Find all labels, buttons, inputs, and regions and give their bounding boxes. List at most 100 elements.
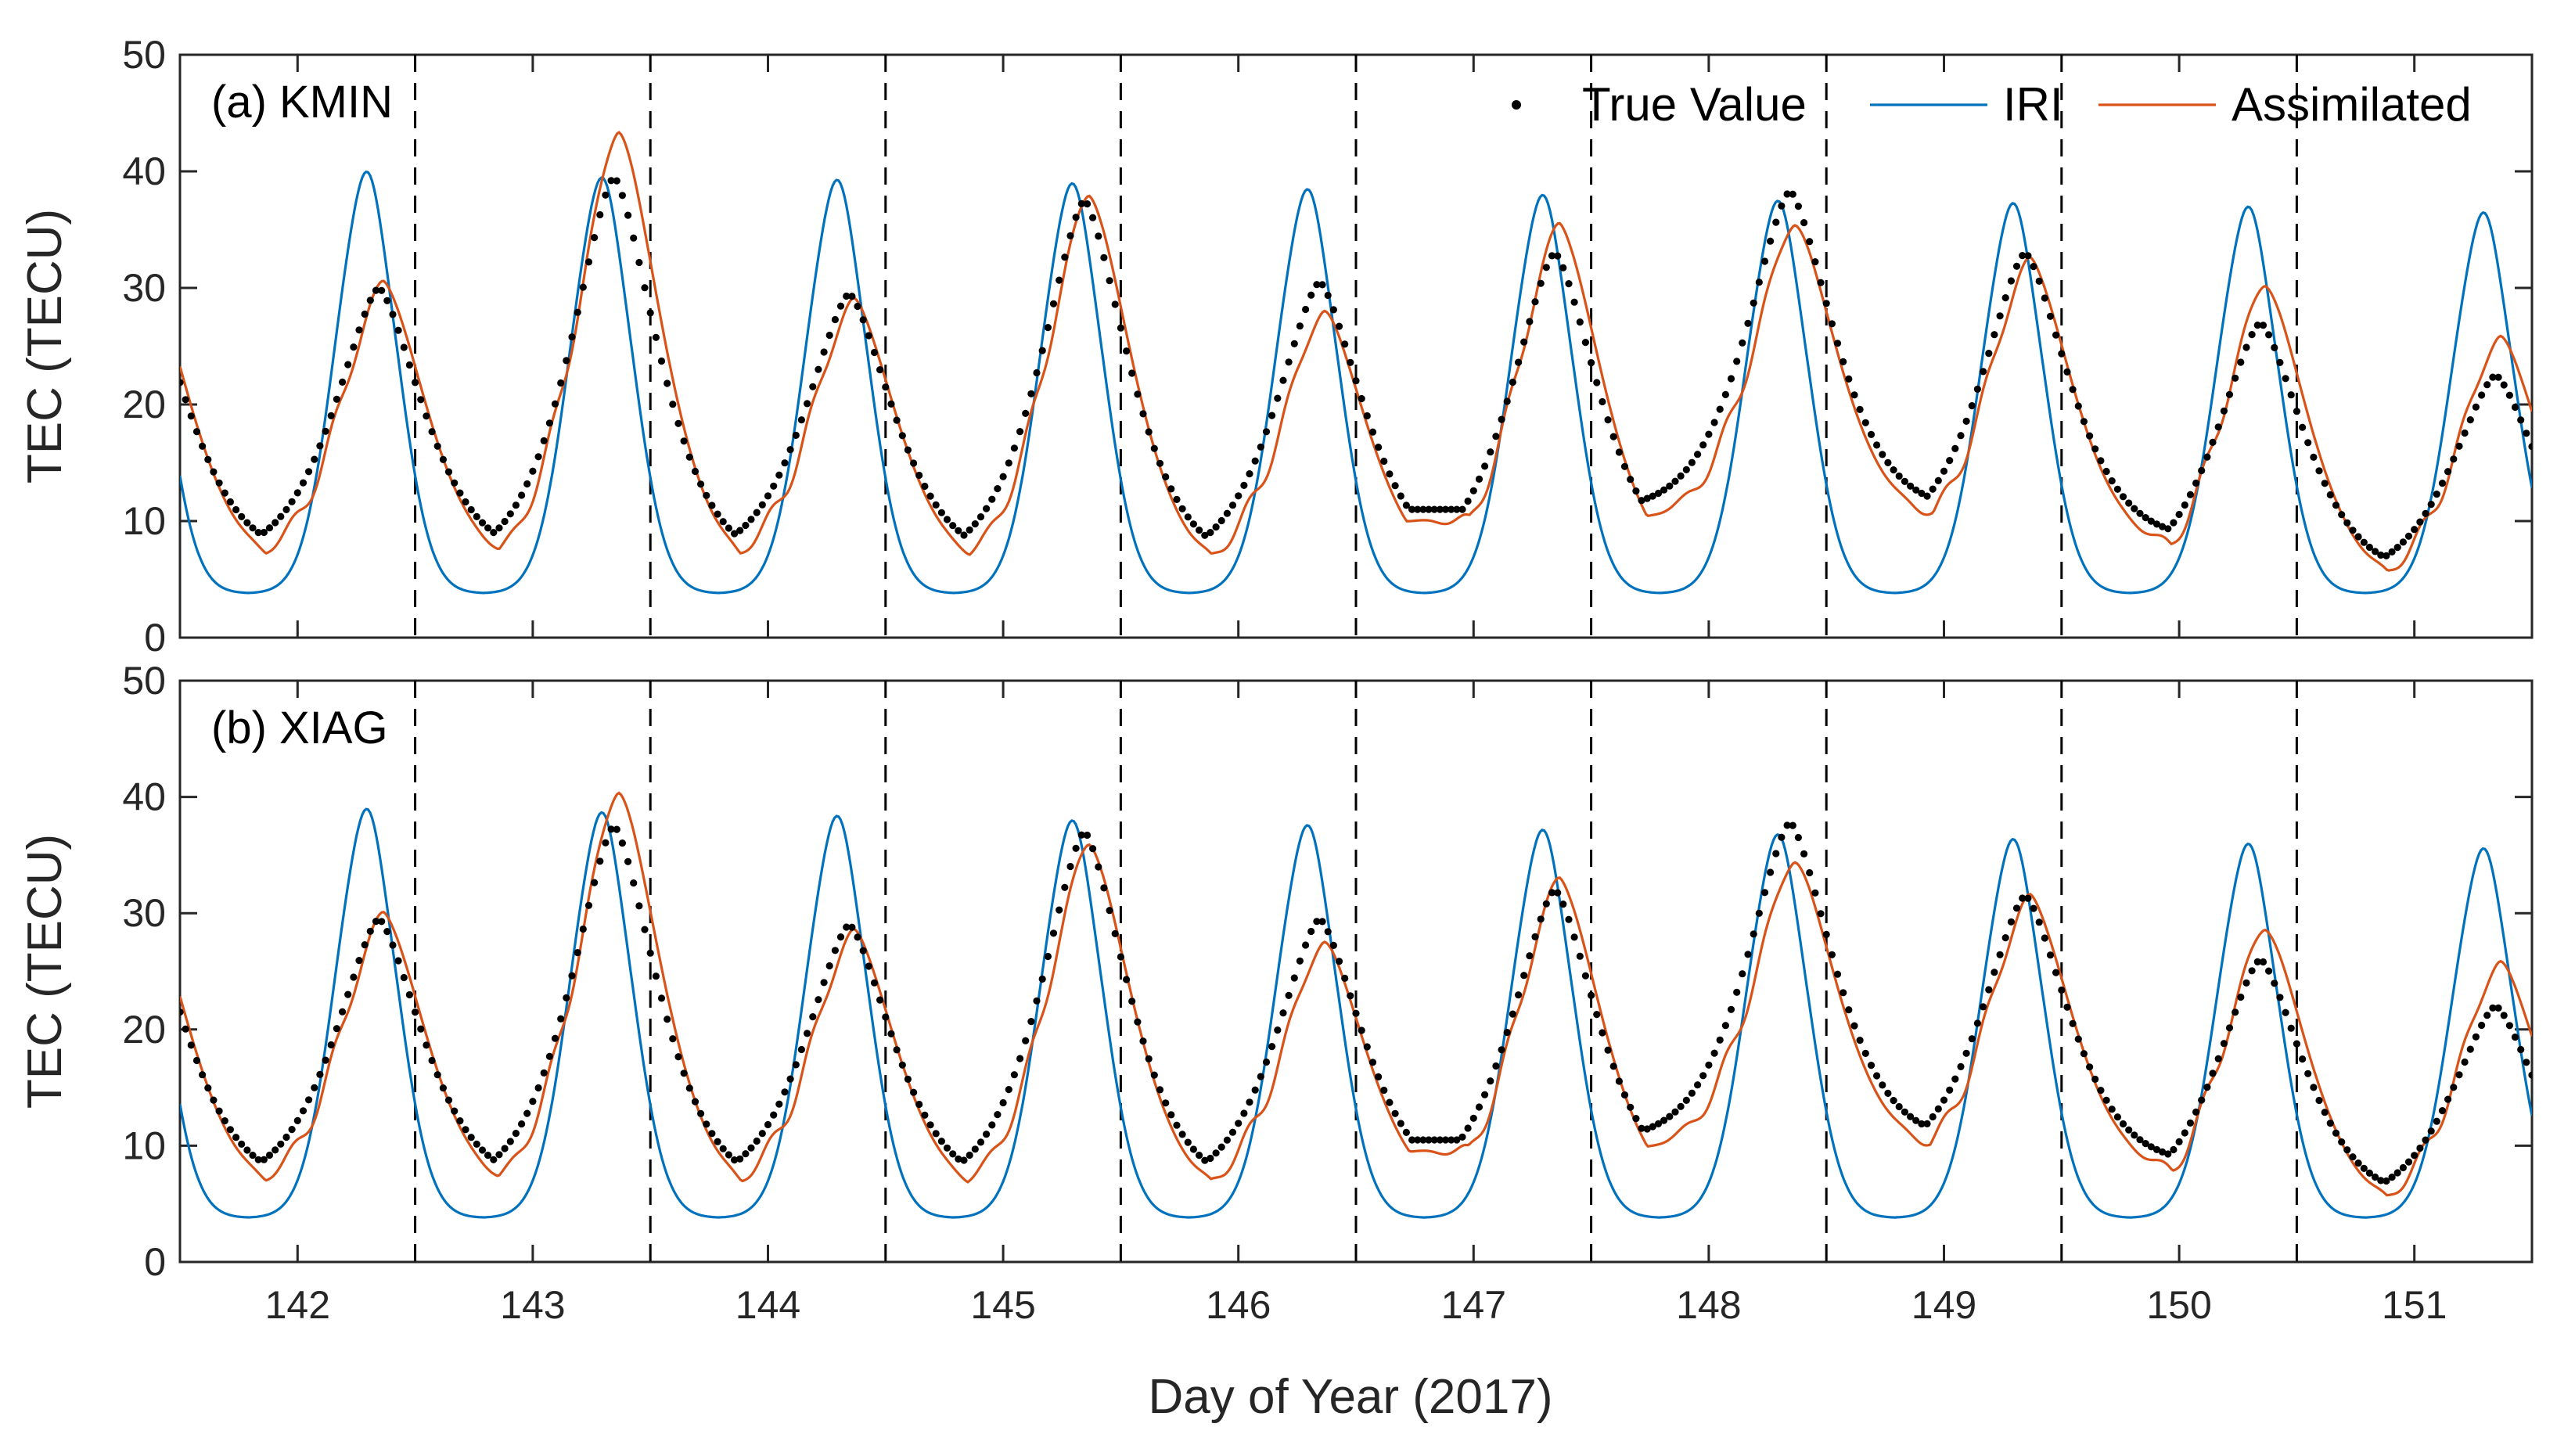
true-value-point bbox=[921, 1111, 929, 1119]
true-value-point bbox=[305, 468, 313, 476]
true-value-point bbox=[988, 1121, 996, 1129]
true-value-point bbox=[602, 191, 610, 199]
true-value-point bbox=[607, 177, 615, 185]
true-value-point bbox=[1822, 930, 1830, 938]
true-value-point bbox=[1430, 505, 1438, 513]
true-value-point bbox=[473, 1140, 480, 1148]
true-value-point bbox=[1492, 1062, 1500, 1070]
true-value-point bbox=[534, 453, 542, 461]
true-value-point bbox=[2136, 509, 2144, 517]
true-value-point bbox=[2209, 438, 2217, 447]
true-value-point bbox=[764, 492, 772, 500]
true-value-point bbox=[2164, 1150, 2172, 1158]
true-value-point bbox=[1391, 482, 1399, 490]
true-value-point bbox=[2030, 263, 2037, 271]
true-value-point bbox=[2343, 1146, 2351, 1154]
true-value-point bbox=[1744, 951, 1752, 958]
true-value-point bbox=[2091, 1075, 2099, 1083]
true-value-point bbox=[361, 310, 369, 318]
true-value-point bbox=[1123, 347, 1131, 355]
true-value-point bbox=[1699, 441, 1707, 449]
true-value-point bbox=[1588, 991, 1595, 999]
true-value-point bbox=[2198, 1096, 2206, 1104]
true-value-point bbox=[1487, 448, 1494, 456]
true-value-point bbox=[876, 366, 884, 374]
true-value-point bbox=[2058, 986, 2066, 994]
true-value-point bbox=[1083, 831, 1091, 839]
x-tick-label: 148 bbox=[1676, 1283, 1741, 1327]
true-value-point bbox=[215, 1107, 223, 1115]
y-tick-label: 10 bbox=[122, 499, 166, 543]
true-value-point bbox=[2063, 368, 2071, 376]
true-value-point bbox=[719, 518, 727, 526]
true-value-point bbox=[2035, 919, 2043, 926]
true-value-point bbox=[495, 1151, 503, 1159]
true-value-point bbox=[2326, 491, 2334, 499]
true-value-point bbox=[1033, 368, 1041, 377]
true-value-point bbox=[1391, 1109, 1399, 1117]
true-value-point bbox=[747, 1144, 755, 1152]
true-value-point bbox=[1581, 972, 1589, 980]
true-value-point bbox=[2310, 453, 2318, 462]
true-value-point bbox=[2248, 331, 2256, 339]
true-value-point bbox=[1666, 1113, 1674, 1120]
true-value-point bbox=[1817, 279, 1825, 286]
true-value-point bbox=[2225, 390, 2234, 398]
true-value-point bbox=[904, 1075, 912, 1083]
true-value-point bbox=[915, 471, 923, 480]
true-value-point bbox=[2242, 343, 2250, 351]
true-value-point bbox=[1386, 470, 1394, 478]
true-value-point bbox=[1134, 1018, 1142, 1026]
true-value-point bbox=[1458, 1133, 1466, 1141]
true-value-point bbox=[412, 1008, 419, 1016]
true-value-point bbox=[674, 1053, 682, 1061]
true-value-point bbox=[2108, 477, 2116, 485]
true-value-point bbox=[226, 1126, 234, 1134]
true-value-point bbox=[731, 530, 739, 537]
true-value-point bbox=[1318, 918, 1326, 926]
true-value-point bbox=[1873, 1072, 1881, 1080]
true-value-point bbox=[2427, 1127, 2435, 1135]
plot-area bbox=[180, 131, 2532, 595]
true-value-point bbox=[2136, 1136, 2144, 1144]
true-value-point bbox=[691, 467, 699, 476]
true-value-point bbox=[1576, 952, 1584, 960]
true-value-point bbox=[579, 925, 587, 933]
true-value-point bbox=[288, 1126, 296, 1134]
true-value-point bbox=[1515, 358, 1523, 366]
true-value-point bbox=[1150, 1071, 1158, 1079]
true-value-point bbox=[770, 1111, 778, 1119]
true-value-point bbox=[797, 416, 805, 424]
true-value-point bbox=[2198, 466, 2206, 475]
true-value-point bbox=[1767, 868, 1775, 876]
true-value-point bbox=[2310, 1084, 2318, 1091]
true-value-point bbox=[2377, 1177, 2385, 1185]
true-value-point bbox=[1806, 238, 1814, 246]
true-value-point bbox=[1520, 972, 1528, 980]
true-value-point bbox=[1716, 405, 1724, 413]
true-value-point bbox=[1072, 844, 1080, 852]
y-tick-label: 0 bbox=[144, 616, 166, 660]
legend: True Value IRI Assimilated bbox=[1512, 78, 2472, 131]
true-value-point bbox=[1627, 1103, 1635, 1111]
true-value-point bbox=[1873, 441, 1881, 449]
true-value-point bbox=[1341, 340, 1349, 348]
true-value-point bbox=[2113, 485, 2121, 493]
true-value-point bbox=[523, 1109, 531, 1117]
true-value-point bbox=[1599, 1029, 1606, 1037]
true-value-point bbox=[512, 1130, 520, 1138]
true-value-point bbox=[781, 459, 789, 467]
true-value-point bbox=[1912, 486, 1920, 494]
true-value-point bbox=[983, 1131, 991, 1138]
true-value-point bbox=[293, 489, 301, 497]
true-value-point bbox=[444, 468, 453, 476]
true-value-point bbox=[1189, 520, 1197, 528]
true-value-point bbox=[2214, 1055, 2222, 1062]
true-value-point bbox=[1212, 523, 1220, 531]
y-axis-title: TEC (TECU) bbox=[18, 209, 72, 484]
true-value-point bbox=[529, 1098, 537, 1105]
true-value-point bbox=[1262, 428, 1271, 436]
true-value-point bbox=[2472, 1033, 2480, 1041]
true-value-point bbox=[2494, 373, 2502, 381]
true-value-point bbox=[1509, 1010, 1516, 1018]
